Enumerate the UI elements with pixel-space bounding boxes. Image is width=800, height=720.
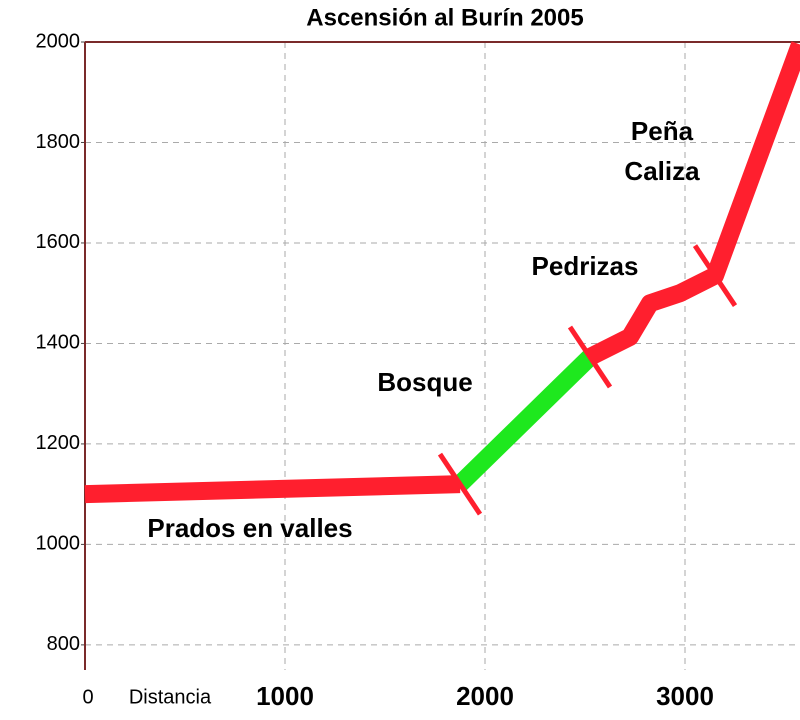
chart-title: Ascensión al Burín 2005 bbox=[306, 4, 583, 31]
y-tick-label: 1400 bbox=[36, 332, 81, 354]
line-segment bbox=[453, 350, 597, 491]
annotation: Peña bbox=[631, 116, 694, 146]
line-segment bbox=[585, 41, 800, 366]
segment-break bbox=[692, 244, 738, 308]
y-tick-label: 2000 bbox=[36, 30, 81, 52]
line-segment bbox=[84, 475, 461, 504]
x-axis-label: Distancia bbox=[129, 686, 212, 708]
x-tick-label: 3000 bbox=[656, 681, 714, 711]
x-tick-label: 0 bbox=[82, 686, 93, 708]
y-tick-label: 1800 bbox=[36, 131, 81, 153]
y-tick-label: 1000 bbox=[36, 533, 81, 555]
y-tick-label: 800 bbox=[47, 633, 80, 655]
segment-break bbox=[567, 325, 613, 389]
x-tick-label: 2000 bbox=[456, 681, 514, 711]
y-tick-label: 1600 bbox=[36, 231, 81, 253]
y-tick-label: 1200 bbox=[36, 432, 81, 454]
annotation: Bosque bbox=[377, 367, 472, 397]
x-tick-label: 1000 bbox=[256, 681, 314, 711]
annotation: Caliza bbox=[624, 156, 700, 186]
annotation: Pedrizas bbox=[532, 251, 639, 281]
segment-break bbox=[437, 452, 483, 516]
annotation: Prados en valles bbox=[147, 513, 352, 543]
